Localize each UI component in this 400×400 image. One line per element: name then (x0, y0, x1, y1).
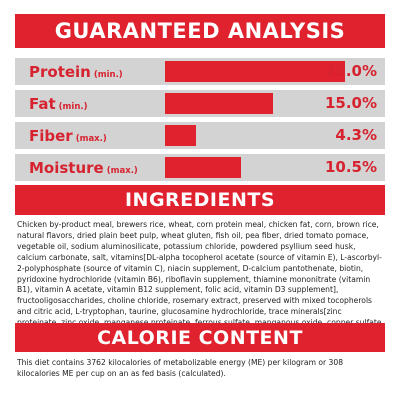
analysis-bar (165, 125, 196, 146)
analysis-label: Fat (min.) (29, 95, 88, 113)
guaranteed-analysis-heading: GUARANTEED ANALYSIS (15, 14, 385, 48)
analysis-label: Fiber (max.) (29, 127, 107, 145)
analysis-value: 25.0% (324, 62, 377, 80)
analysis-bar (165, 157, 241, 178)
calorie-content-text: This diet contains 3762 kilocalories of … (17, 358, 344, 378)
analysis-label: Protein (min.) (29, 63, 123, 81)
analysis-value: 4.3% (335, 126, 377, 144)
analysis-row-moisture: Moisture (max.) 10.5% (15, 154, 385, 181)
analysis-label: Moisture (max.) (29, 159, 138, 177)
analysis-value: 15.0% (324, 94, 377, 112)
analysis-value: 10.5% (324, 158, 377, 176)
analysis-bar (165, 93, 273, 114)
ingredients-heading: INGREDIENTS (15, 185, 385, 215)
analysis-row-fiber: Fiber (max.) 4.3% (15, 122, 385, 149)
analysis-row-protein: Protein (min.) 25.0% (15, 58, 385, 85)
analysis-row-fat: Fat (min.) 15.0% (15, 90, 385, 117)
analysis-bar (165, 61, 345, 82)
analysis-table: Protein (min.) 25.0% Fat (min.) 15.0% Fibe… (15, 58, 385, 186)
calorie-content-heading: CALORIE CONTENT (15, 323, 385, 352)
